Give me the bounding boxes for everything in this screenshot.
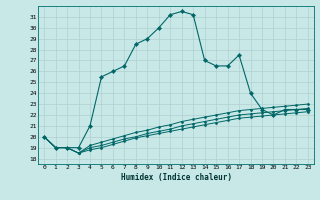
X-axis label: Humidex (Indice chaleur): Humidex (Indice chaleur) <box>121 173 231 182</box>
